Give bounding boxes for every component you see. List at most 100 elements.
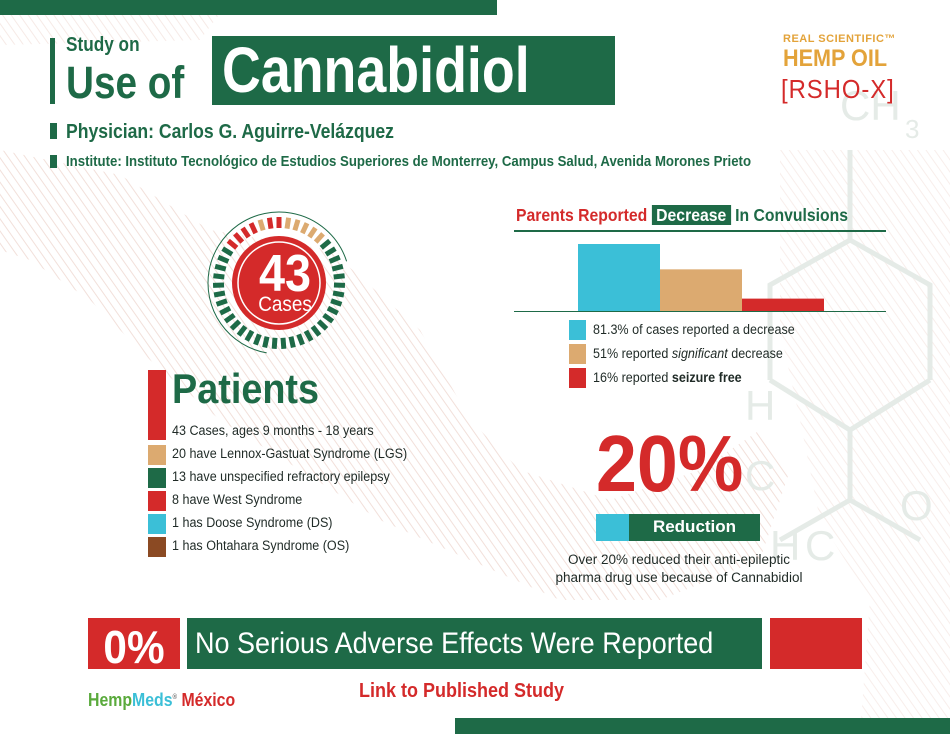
legend-swatch (569, 344, 586, 364)
patients-bar-0 (148, 370, 166, 440)
ring-tick (271, 337, 278, 350)
ring-tick (214, 263, 227, 272)
patients-bar-1 (148, 445, 166, 465)
patient-item: 13 have unspecified refractory epilepsy (172, 469, 390, 484)
ring-tick (248, 222, 258, 235)
legend-swatch (569, 368, 586, 388)
bottom-accent-bar (455, 718, 950, 734)
ring-tick (322, 312, 335, 324)
chart-title-part-2: Decrease (651, 205, 731, 225)
logo-part-mexico: México (181, 690, 236, 710)
ring-tick (229, 319, 242, 331)
chart-bar (578, 244, 660, 312)
ring-tick (236, 325, 248, 337)
chart-title-part-1: Parents Reported (516, 205, 648, 225)
logo-part-hemp: Hemp (88, 690, 133, 710)
ring-tick (316, 319, 329, 331)
svg-text:H: H (770, 522, 800, 569)
chart-bar (742, 298, 824, 312)
cases-ring-ticks (207, 211, 351, 355)
ring-tick (233, 232, 245, 244)
chart-title-part-3: In Convulsions (735, 205, 849, 225)
ring-tick (257, 219, 266, 232)
svg-text:O: O (900, 482, 933, 529)
title-study-on: Study on (66, 34, 140, 56)
ring-tick (328, 254, 341, 264)
hempmeds-logo: HempMeds® México (88, 690, 235, 711)
patients-bar-5 (148, 537, 166, 557)
ring-tick (280, 337, 287, 350)
patient-item: 8 have West Syndrome (172, 492, 303, 507)
ring-tick (292, 219, 301, 232)
ring-tick (240, 226, 251, 239)
ring-tick (288, 336, 296, 348)
ring-tick (284, 217, 292, 229)
patient-item: 20 have Lennox-Gastuat Syndrome (LGS) (172, 446, 408, 461)
brand-product: [RSHO-X] (781, 74, 895, 104)
ring-tick (262, 336, 270, 348)
svg-text:C: C (745, 452, 775, 499)
adverse-value: 0% (103, 621, 165, 673)
legend-label-emphasis: significant (671, 346, 728, 361)
institute-line: Institute: Instituto Tecnológico de Estu… (66, 153, 752, 170)
ring-tick (310, 325, 322, 337)
logo-part-meds: Meds (132, 690, 173, 710)
ring-tick (266, 217, 274, 229)
legend-label-text: 81.3% of cases reported a decrease (593, 322, 795, 337)
legend-label: 81.3% of cases reported a decrease (593, 322, 795, 337)
ring-tick (331, 263, 344, 272)
adverse-text: No Serious Adverse Effects Were Reported (195, 627, 714, 660)
chart-bar (660, 269, 742, 312)
ring-tick (332, 290, 345, 298)
ring-tick (319, 238, 332, 250)
ring-tick (326, 305, 339, 316)
physician-bullet (50, 123, 57, 139)
ring-tick (303, 329, 314, 342)
brand-tagline: REAL SCIENTIFIC™ (783, 33, 896, 45)
page-title: Cannabidiol (222, 34, 530, 106)
map-silhouette (0, 150, 790, 600)
title-use-of: Use of (66, 57, 185, 108)
brand-name: HEMP OIL (783, 45, 888, 72)
adverse-value-box: 0% (88, 618, 180, 673)
patients-bar-4 (148, 514, 166, 534)
svg-text:C: C (805, 522, 835, 569)
ring-tick (333, 273, 345, 280)
ring-tick (313, 232, 325, 244)
bar-chart (578, 244, 824, 312)
top-accent-bar (0, 0, 497, 15)
ring-tick (213, 290, 226, 298)
ring-tick (253, 333, 262, 346)
cases-label: Cases (258, 293, 312, 316)
title-cannabidiol-box: Cannabidiol (212, 36, 615, 105)
patients-bar-3 (148, 491, 166, 511)
ring-tick (215, 298, 228, 307)
legend-swatch (569, 320, 586, 340)
ring-tick (223, 312, 236, 324)
chart-top-rule (514, 230, 886, 232)
reduction-note: Over 20% reduced their anti-epileptic ph… (555, 552, 803, 585)
patient-item: 1 has Doose Syndrome (DS) (172, 515, 333, 530)
title-rule (50, 38, 55, 104)
institute-bullet (50, 155, 57, 168)
ring-tick (221, 246, 234, 257)
legend-label: 51% reported significant decrease (593, 346, 783, 361)
svg-text:H: H (745, 382, 775, 429)
patient-item: 1 has Ohtahara Syndrome (OS) (172, 538, 350, 553)
ring-tick (300, 222, 310, 235)
patients-title: Patients (172, 365, 320, 412)
cases-number: 43 (258, 245, 312, 303)
ring-tick (217, 254, 230, 264)
reduction-label-box: Reduction (629, 514, 760, 541)
molecule-graphic (767, 150, 933, 543)
svg-text:3: 3 (905, 114, 919, 144)
svg-text:CH: CH (840, 82, 901, 129)
cases-ring (207, 211, 351, 355)
legend-label-text: 16% reported (593, 370, 672, 385)
ring-tick (213, 273, 225, 280)
cases-circle (232, 236, 326, 330)
ring-tick (219, 305, 232, 316)
published-study-link[interactable]: Link to Published Study (359, 680, 565, 702)
chart-baseline (514, 311, 886, 312)
